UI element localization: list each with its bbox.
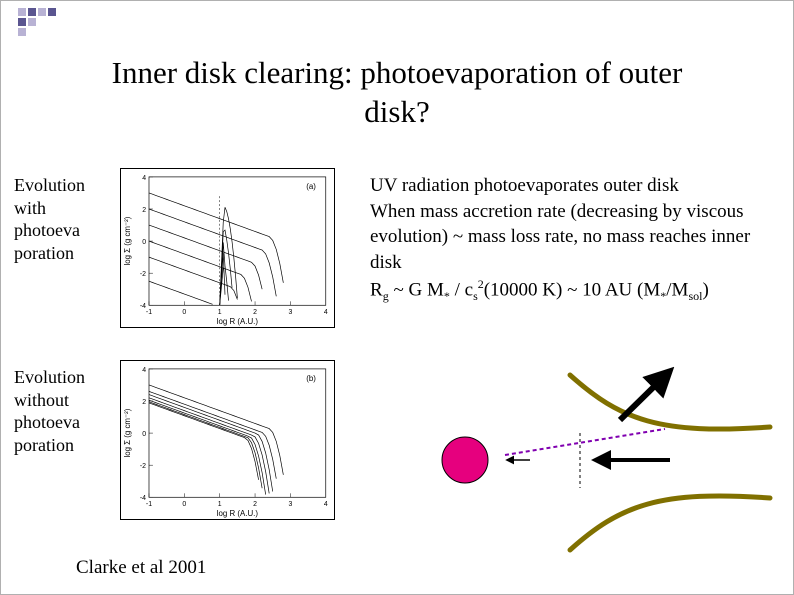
svg-text:2: 2 xyxy=(142,399,146,406)
svg-text:3: 3 xyxy=(288,501,292,508)
svg-text:3: 3 xyxy=(288,309,292,316)
svg-text:4: 4 xyxy=(142,175,146,182)
svg-text:2: 2 xyxy=(253,501,257,508)
svg-text:(b): (b) xyxy=(306,374,316,383)
caption-without-photoevap: Evolution without photoeva poration xyxy=(14,366,104,456)
svg-text:0: 0 xyxy=(142,239,146,246)
caption-with-photoevap: Evolution with photoeva poration xyxy=(14,174,104,264)
plot-without-photoevap: -1 0 1 2 3 4 -4 -2 0 2 4 log R (A.U.) log Σ (g cm⁻²)… xyxy=(120,360,335,520)
svg-text:-1: -1 xyxy=(146,309,152,316)
svg-text:4: 4 xyxy=(324,309,328,316)
svg-text:0: 0 xyxy=(182,501,186,508)
svg-text:-1: -1 xyxy=(146,501,152,508)
svg-text:4: 4 xyxy=(324,501,328,508)
svg-text:(a): (a) xyxy=(306,182,316,191)
explanation-text: UV radiation photoevaporates outer diskW… xyxy=(370,173,785,304)
title-line-1: Inner disk clearing: photoevaporation of… xyxy=(112,55,683,90)
svg-text:log R (A.U.): log R (A.U.) xyxy=(217,509,259,518)
svg-text:-4: -4 xyxy=(140,303,146,310)
svg-text:2: 2 xyxy=(142,207,146,214)
slide-title: Inner disk clearing: photoevaporation of… xyxy=(0,54,794,132)
citation-text: Clarke et al 2001 xyxy=(76,557,206,579)
svg-text:-4: -4 xyxy=(140,495,146,502)
svg-text:log Σ (g cm⁻²): log Σ (g cm⁻²) xyxy=(123,216,132,265)
svg-text:4: 4 xyxy=(142,367,146,374)
disk-wind-diagram xyxy=(410,365,780,565)
title-line-2: disk? xyxy=(364,94,429,129)
svg-text:2: 2 xyxy=(253,309,257,316)
svg-text:1: 1 xyxy=(218,309,222,316)
plot-with-photoevap: -1 0 1 2 3 4 -4 -2 0 2 4 log R (A.U.) log Σ (g cm⁻²)… xyxy=(120,168,335,328)
svg-text:0: 0 xyxy=(142,431,146,438)
svg-text:-2: -2 xyxy=(140,463,146,470)
svg-text:1: 1 xyxy=(218,501,222,508)
svg-text:log R (A.U.): log R (A.U.) xyxy=(217,317,259,326)
svg-text:0: 0 xyxy=(182,309,186,316)
svg-text:log Σ (g cm⁻²): log Σ (g cm⁻²) xyxy=(123,408,132,457)
svg-text:-2: -2 xyxy=(140,271,146,278)
